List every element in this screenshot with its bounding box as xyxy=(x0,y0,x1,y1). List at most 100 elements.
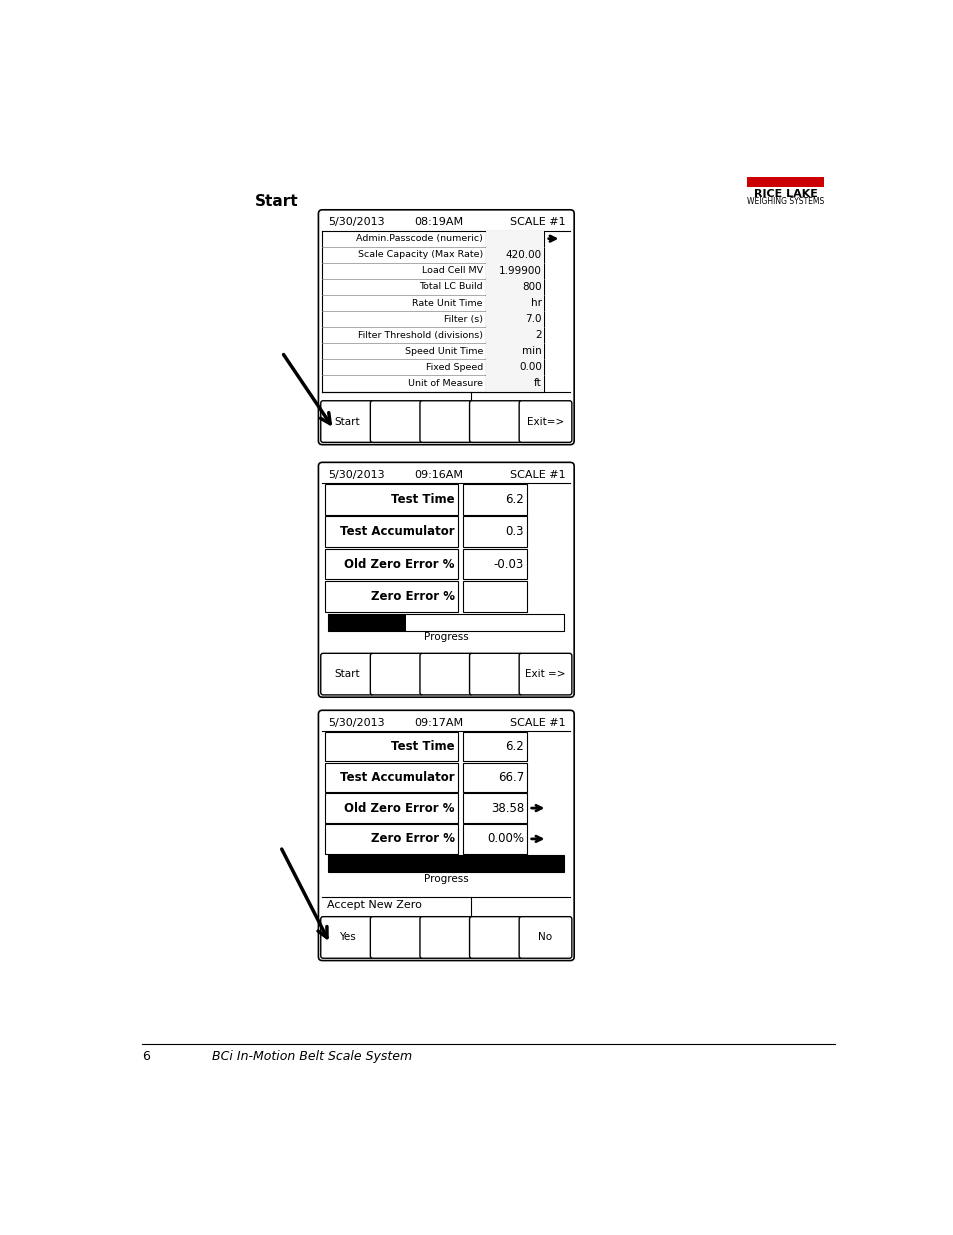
FancyBboxPatch shape xyxy=(419,401,472,442)
FancyBboxPatch shape xyxy=(462,732,527,761)
Text: Progress: Progress xyxy=(423,874,468,884)
Text: Zero Error %: Zero Error % xyxy=(371,832,455,846)
Bar xyxy=(485,263,544,279)
Text: Fixed Speed: Fixed Speed xyxy=(425,363,482,372)
Text: Speed Unit Time: Speed Unit Time xyxy=(404,347,482,356)
FancyBboxPatch shape xyxy=(462,516,527,547)
FancyBboxPatch shape xyxy=(370,653,422,695)
Text: Old Zero Error %: Old Zero Error % xyxy=(344,557,455,571)
FancyBboxPatch shape xyxy=(462,580,527,611)
Text: Admin.Passcode (numeric): Admin.Passcode (numeric) xyxy=(355,235,482,243)
Text: Accept New Zero: Accept New Zero xyxy=(327,900,421,910)
FancyBboxPatch shape xyxy=(318,462,574,698)
FancyBboxPatch shape xyxy=(325,516,457,547)
Bar xyxy=(485,247,544,263)
Text: Zero Error %: Zero Error % xyxy=(371,590,455,603)
FancyBboxPatch shape xyxy=(462,763,527,792)
Text: Filter Threshold (divisions): Filter Threshold (divisions) xyxy=(357,331,482,340)
FancyBboxPatch shape xyxy=(325,484,457,515)
FancyBboxPatch shape xyxy=(320,401,373,442)
Text: -0.03: -0.03 xyxy=(494,557,523,571)
Text: SCALE #1: SCALE #1 xyxy=(510,469,565,479)
Text: No: No xyxy=(537,932,552,942)
Text: BCi In-Motion Belt Scale System: BCi In-Motion Belt Scale System xyxy=(212,1050,412,1063)
FancyBboxPatch shape xyxy=(462,793,527,823)
Text: 38.58: 38.58 xyxy=(491,802,523,815)
Text: Test Accumulator: Test Accumulator xyxy=(340,525,455,538)
FancyBboxPatch shape xyxy=(518,916,571,958)
Text: Filter (s): Filter (s) xyxy=(443,315,482,324)
Bar xyxy=(485,231,544,247)
Text: SCALE #1: SCALE #1 xyxy=(510,718,565,727)
Bar xyxy=(485,359,544,375)
Text: Progress: Progress xyxy=(423,632,468,642)
Text: 0.3: 0.3 xyxy=(505,525,523,538)
Text: SCALE #1: SCALE #1 xyxy=(510,217,565,227)
Text: Load Cell MV: Load Cell MV xyxy=(421,267,482,275)
Bar xyxy=(485,279,544,295)
Text: Test Accumulator: Test Accumulator xyxy=(340,771,455,784)
Text: 5/30/2013: 5/30/2013 xyxy=(328,217,385,227)
Text: 09:17AM: 09:17AM xyxy=(414,718,463,727)
Bar xyxy=(485,343,544,359)
Text: min: min xyxy=(521,346,541,356)
Text: Total LC Build: Total LC Build xyxy=(418,283,482,291)
FancyBboxPatch shape xyxy=(320,916,373,958)
Text: ft: ft xyxy=(534,378,541,389)
FancyBboxPatch shape xyxy=(469,916,521,958)
Text: 6.2: 6.2 xyxy=(505,493,523,506)
FancyBboxPatch shape xyxy=(469,401,521,442)
FancyBboxPatch shape xyxy=(518,653,571,695)
FancyBboxPatch shape xyxy=(325,548,457,579)
Bar xyxy=(485,327,544,343)
Bar xyxy=(328,614,563,631)
FancyBboxPatch shape xyxy=(370,401,422,442)
Text: 7.0: 7.0 xyxy=(525,314,541,324)
FancyBboxPatch shape xyxy=(518,401,571,442)
Text: 5/30/2013: 5/30/2013 xyxy=(328,469,385,479)
FancyBboxPatch shape xyxy=(318,710,574,961)
Text: Scale Capacity (Max Rate): Scale Capacity (Max Rate) xyxy=(357,251,482,259)
FancyBboxPatch shape xyxy=(325,824,457,853)
Bar xyxy=(746,177,823,188)
Text: WEIGHING SYSTEMS: WEIGHING SYSTEMS xyxy=(746,198,823,206)
FancyBboxPatch shape xyxy=(419,916,472,958)
Text: Start: Start xyxy=(254,194,298,210)
Text: 800: 800 xyxy=(521,282,541,291)
Text: RICE LAKE: RICE LAKE xyxy=(753,189,817,199)
Text: 6.2: 6.2 xyxy=(505,740,523,753)
Text: 6: 6 xyxy=(142,1050,151,1063)
FancyBboxPatch shape xyxy=(325,732,457,761)
FancyBboxPatch shape xyxy=(325,793,457,823)
FancyBboxPatch shape xyxy=(462,484,527,515)
Text: 08:19AM: 08:19AM xyxy=(414,217,463,227)
FancyBboxPatch shape xyxy=(320,653,373,695)
Text: Exit=>: Exit=> xyxy=(526,416,563,426)
Text: 1.99900: 1.99900 xyxy=(498,266,541,275)
FancyBboxPatch shape xyxy=(462,824,527,853)
Text: 09:16AM: 09:16AM xyxy=(414,469,463,479)
Text: 0.00: 0.00 xyxy=(518,362,541,373)
Bar xyxy=(328,856,563,872)
Text: Test Time: Test Time xyxy=(391,493,455,506)
Text: 2: 2 xyxy=(535,330,541,340)
Text: 66.7: 66.7 xyxy=(497,771,523,784)
FancyBboxPatch shape xyxy=(325,580,457,611)
FancyBboxPatch shape xyxy=(469,653,521,695)
Bar xyxy=(485,295,544,311)
Text: Start: Start xyxy=(334,669,359,679)
FancyBboxPatch shape xyxy=(325,763,457,792)
FancyBboxPatch shape xyxy=(370,916,422,958)
FancyBboxPatch shape xyxy=(462,548,527,579)
Text: 5/30/2013: 5/30/2013 xyxy=(328,718,385,727)
Bar xyxy=(485,311,544,327)
Bar xyxy=(328,614,406,631)
Text: Test Time: Test Time xyxy=(391,740,455,753)
Text: 420.00: 420.00 xyxy=(505,249,541,259)
Text: Yes: Yes xyxy=(338,932,355,942)
Text: Old Zero Error %: Old Zero Error % xyxy=(344,802,455,815)
Text: Start: Start xyxy=(334,416,359,426)
Bar xyxy=(485,375,544,391)
Text: Exit =>: Exit => xyxy=(525,669,565,679)
Bar xyxy=(328,856,563,872)
